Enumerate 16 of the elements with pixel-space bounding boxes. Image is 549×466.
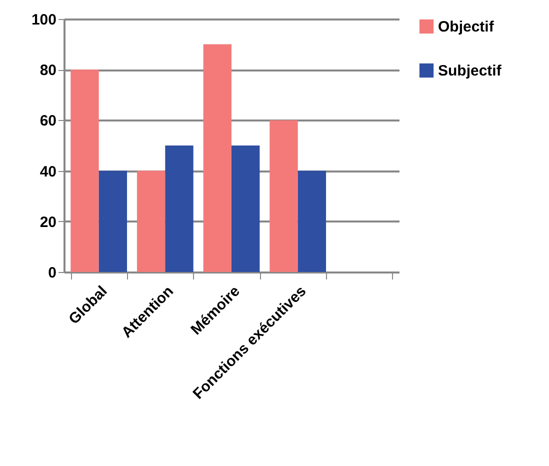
bar	[270, 120, 298, 272]
y-tick-label: 100	[31, 12, 56, 28]
bar	[70, 70, 99, 272]
bar	[136, 170, 166, 272]
bar	[232, 146, 260, 272]
y-tick-label: 0	[48, 264, 56, 282]
legend-label: Objectif	[438, 18, 495, 36]
y-tick-label: 20	[40, 214, 56, 231]
legend-label: Subjectif	[438, 62, 502, 80]
bar	[98, 170, 128, 272]
bar	[203, 44, 232, 272]
bar	[298, 170, 326, 272]
y-tick-label: 60	[40, 112, 56, 130]
y-tick-label: 40	[40, 163, 56, 180]
y-tick-label: 80	[40, 62, 56, 80]
bar	[165, 146, 194, 272]
